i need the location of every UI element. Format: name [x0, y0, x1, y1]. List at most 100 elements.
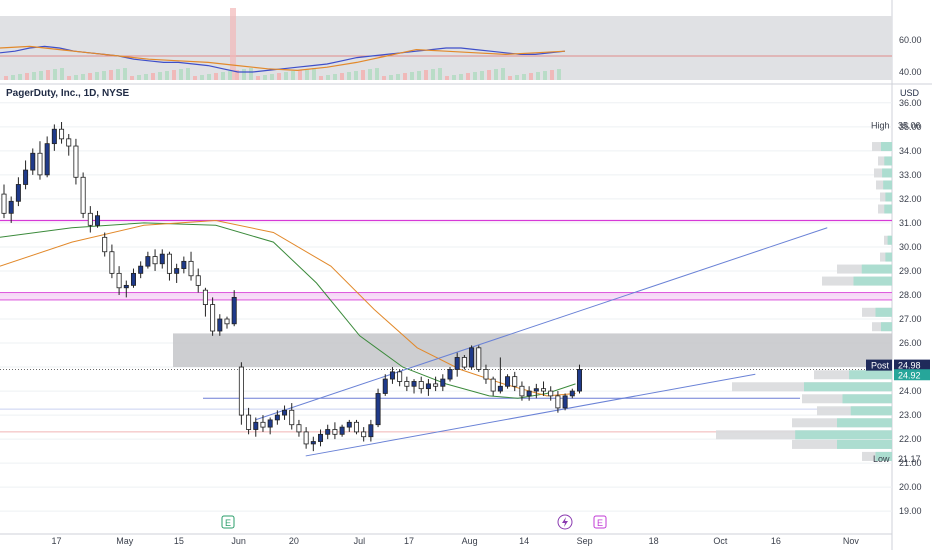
symbol-title: PagerDuty, Inc., 1D, NYSE — [6, 88, 130, 99]
candle-body — [440, 378, 446, 387]
last-price-value: 24.92 — [898, 370, 921, 380]
volume-profile-bar-up — [850, 406, 892, 416]
low-label: Low — [873, 454, 890, 464]
candle-body — [51, 128, 57, 145]
magenta-level-band — [0, 292, 892, 300]
candle-body — [389, 371, 395, 380]
candle-body — [181, 260, 187, 269]
price-tick-label: 33.00 — [899, 170, 922, 180]
volume-bar — [214, 73, 218, 80]
candle-body — [246, 414, 252, 430]
candle-body — [159, 253, 165, 265]
volume-bar — [11, 75, 15, 80]
volume-bar — [74, 75, 78, 80]
candle-body — [289, 409, 295, 426]
earnings-event-marker — [221, 515, 235, 529]
volume-bar — [375, 68, 379, 80]
price-tick-label: 31.00 — [899, 218, 922, 228]
candle-body — [296, 424, 302, 433]
volume-bar — [207, 74, 211, 80]
candle-body — [353, 421, 359, 433]
candle-body — [267, 419, 273, 428]
candle-body — [44, 143, 50, 176]
price-tick-label: 30.00 — [899, 242, 922, 252]
volume-bar — [354, 71, 358, 80]
volume-bar — [508, 76, 512, 80]
date-tick-label: Sep — [577, 536, 593, 546]
volume-bar — [438, 68, 442, 80]
volume-profile-bar-up — [842, 394, 892, 404]
candle-body — [130, 272, 136, 286]
candle-body — [346, 421, 352, 428]
volume-profile-bar-up — [875, 451, 892, 461]
candle-body — [325, 429, 331, 435]
low-value: 21.17 — [898, 454, 921, 464]
volume-profile-bar-up — [849, 370, 892, 380]
volume-bar — [417, 71, 421, 80]
post-badge — [866, 359, 892, 371]
sma-green-line — [0, 222, 576, 399]
date-tick-label: May — [116, 536, 134, 546]
volume-profile-bar-up — [804, 382, 892, 392]
candle-body — [576, 369, 582, 392]
candle-body — [30, 152, 36, 171]
candle-body — [461, 357, 467, 368]
candle-body — [260, 421, 266, 428]
oscillator-tick-label: 40.00 — [899, 67, 922, 77]
high-value: 35.06 — [898, 120, 921, 130]
volume-bar — [494, 69, 498, 80]
price-tick-label: 35.00 — [899, 122, 922, 132]
candle-body — [548, 390, 554, 397]
volume-bar — [452, 75, 456, 80]
volume-profile-bar-up — [853, 276, 892, 286]
candle-body — [533, 388, 539, 392]
volume-bar — [305, 69, 309, 80]
price-tick-label: 22.00 — [899, 434, 922, 444]
volume-bar — [277, 73, 281, 80]
candle-body — [454, 357, 460, 370]
date-tick-label: 17 — [404, 536, 414, 546]
volume-bar — [298, 70, 302, 80]
price-tick-label: 27.00 — [899, 314, 922, 324]
currency-label: USD — [900, 88, 920, 98]
volume-profile-bar-up — [837, 418, 892, 428]
volume-bar — [67, 76, 71, 80]
candle-body — [397, 371, 403, 382]
volume-bar — [123, 68, 127, 80]
candle-body — [404, 381, 410, 387]
volume-bar — [137, 75, 141, 80]
candle-body — [123, 284, 129, 289]
candle-body — [433, 383, 439, 387]
candle-body — [152, 256, 158, 265]
volume-bar — [200, 75, 204, 80]
volume-bar — [529, 73, 533, 80]
volume-bar — [515, 75, 519, 80]
date-tick-label: Jun — [231, 536, 246, 546]
volume-profile-bar-up — [881, 322, 892, 332]
volume-bar — [550, 70, 554, 80]
candle-body — [166, 253, 172, 274]
date-tick-label: 14 — [519, 536, 529, 546]
volume-bar — [543, 71, 547, 80]
price-tick-label: 21.00 — [899, 458, 922, 468]
volume-bar — [487, 70, 491, 80]
candle-body — [253, 421, 259, 430]
volume-bar — [312, 68, 316, 80]
candle-body — [282, 409, 288, 416]
earnings-event-marker — [593, 515, 607, 529]
date-tick-label: Aug — [462, 536, 478, 546]
trend-line-lower — [305, 373, 756, 457]
sma-orange-line — [0, 219, 576, 397]
volume-bar — [4, 76, 8, 80]
price-tick-label: 24.00 — [899, 386, 922, 396]
volume-bar — [165, 71, 169, 80]
volume-bar — [60, 68, 64, 80]
volume-bar — [88, 73, 92, 80]
candle-body — [555, 395, 561, 409]
post-value: 24.98 — [898, 361, 921, 371]
candle-body — [231, 296, 237, 325]
volume-bar — [172, 70, 176, 80]
volume-bar — [179, 69, 183, 80]
volume-bar — [284, 72, 288, 80]
